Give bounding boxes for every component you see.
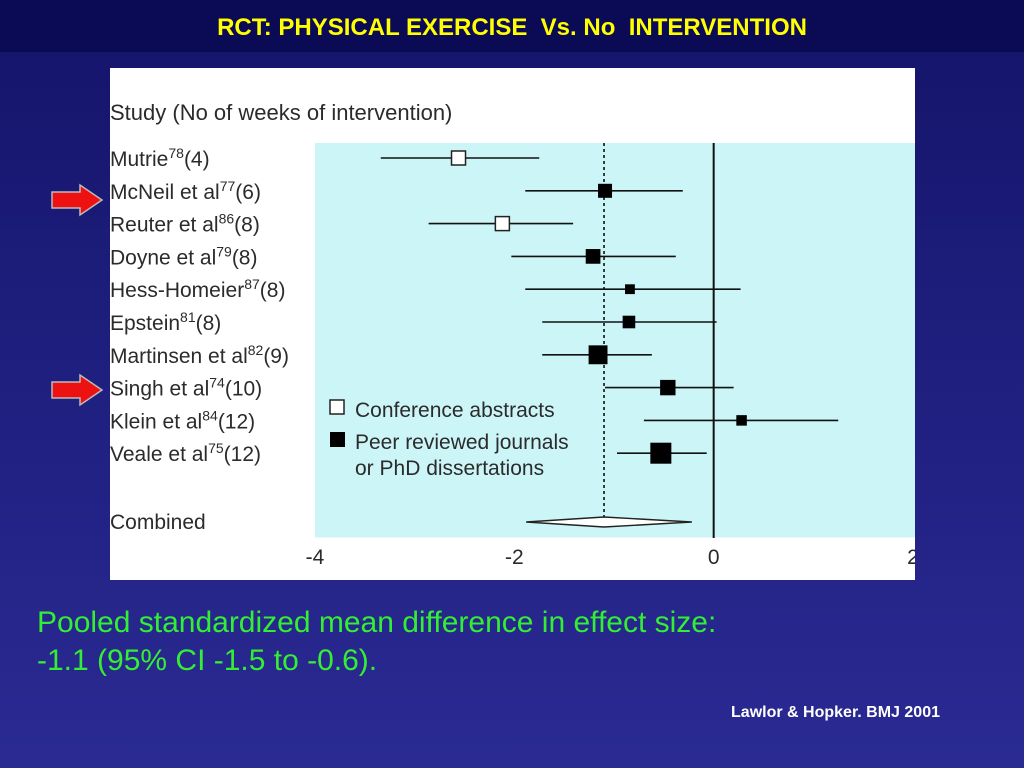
citation: Lawlor & Hopker. BMJ 2001 [731,704,940,721]
combined-row: Combined [110,511,692,534]
forest-plot-figure: Study (No of weeks of intervention) Mutr… [110,68,915,580]
study-row: Hess-Homeier87(8) [110,276,741,302]
study-weeks: (8) [232,246,258,269]
study-weeks: (4) [184,148,210,171]
point-estimate [660,379,676,396]
x-tick-label: -4 [306,546,325,569]
study-reference: 75 [208,440,224,456]
study-name: Doyne et al [110,246,216,269]
study-weeks: (9) [263,345,289,368]
study-reference: 78 [168,145,184,161]
study-reference: 77 [220,178,236,194]
pooled-estimate-diamond [526,516,692,528]
study-label: Epstein81(8) [110,309,221,335]
legend-filled-label-line1: Peer reviewed journals [355,431,569,454]
study-weeks: (6) [235,181,261,204]
legend-open-marker [329,399,345,415]
study-reference: 84 [202,407,218,423]
study-row: Singh et al74(10) [110,375,734,401]
study-row: Reuter et al86(8) [110,211,574,237]
study-row: Mutrie78(4) [110,145,540,171]
study-label: Hess-Homeier87(8) [110,276,285,302]
combined-label: Combined [110,511,206,534]
study-name: Martinsen et al [110,345,248,368]
point-estimate [494,215,511,232]
point-estimate [650,442,672,464]
study-weeks: (8) [234,214,260,237]
study-name: Reuter et al [110,214,219,237]
highlight-arrow-icon [51,183,104,217]
study-weeks: (8) [196,312,222,335]
study-row: Klein et al84(12) [110,407,839,433]
study-label: Veale et al75(12) [110,440,261,466]
legend: Conference abstracts Peer reviewed journ… [329,399,569,480]
study-row: Martinsen et al82(9) [110,342,652,368]
x-tick-label: 0 [708,546,720,569]
study-label: McNeil et al77(6) [110,178,261,204]
point-estimate [585,249,601,264]
x-axis-ticks: -4 -2 0 2 [306,546,915,569]
study-row: Doyne et al79(8) [110,243,676,269]
study-reference: 74 [209,375,225,391]
title-band [0,0,1024,52]
legend-filled-label-line2: or PhD dissertations [355,457,544,480]
forest-plot: Study (No of weeks of intervention) Mutr… [110,100,915,569]
study-reference: 79 [216,243,232,259]
study-name: McNeil et al [110,181,220,204]
study-reference: 86 [219,211,235,227]
study-name: Epstein [110,312,180,335]
study-name: Mutrie [110,148,168,171]
study-name: Klein et al [110,410,202,433]
study-reference: 82 [248,342,264,358]
point-estimate [598,183,613,198]
reference-lines [603,143,715,538]
x-tick-label: 2 [907,546,915,569]
study-weeks: (8) [260,279,286,302]
study-rows: Mutrie78(4) McNeil et al77(6) Reuter et al… [110,145,839,466]
point-estimate [625,284,635,295]
legend-open-label: Conference abstracts [355,399,555,422]
slide-title: RCT: PHYSICAL EXERCISE Vs. No INTERVENTI… [217,14,807,41]
point-estimate [622,315,636,329]
highlight-arrow-icon [51,373,104,407]
study-label: Singh et al74(10) [110,375,262,401]
study-label: Reuter et al86(8) [110,211,260,237]
point-estimate [450,150,467,166]
study-label: Klein et al84(12) [110,407,255,433]
study-label: Doyne et al79(8) [110,243,257,269]
plot-background [315,143,915,538]
study-reference: 81 [180,309,196,325]
study-row: Veale et al75(12) [110,440,707,466]
study-label: Mutrie78(4) [110,145,210,171]
study-name: Hess-Homeier [110,279,244,302]
study-weeks: (12) [224,443,261,466]
study-row: McNeil et al77(6) [110,178,683,204]
summary-line-2: -1.1 (95% CI -1.5 to -0.6). [37,644,378,677]
point-estimate [736,415,747,426]
study-name: Veale et al [110,443,208,466]
study-name: Singh et al [110,378,209,401]
study-row: Epstein81(8) [110,309,717,335]
legend-filled-marker [330,432,345,447]
summary-line-1: Pooled standardized mean difference in e… [37,606,717,639]
study-label: Martinsen et al82(9) [110,342,289,368]
point-estimate [588,345,608,365]
study-reference: 87 [244,276,260,292]
study-weeks: (12) [218,410,255,433]
column-header: Study (No of weeks of intervention) [110,100,452,125]
x-tick-label: -2 [505,546,524,569]
study-weeks: (10) [225,378,262,401]
